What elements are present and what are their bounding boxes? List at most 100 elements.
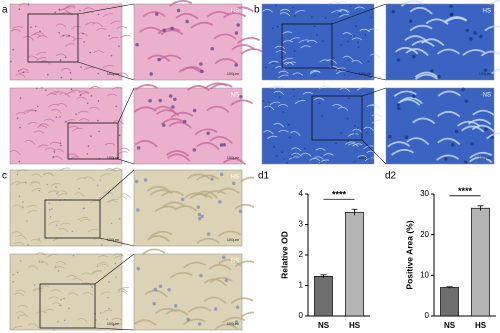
texture xyxy=(26,204,37,209)
nucleus xyxy=(167,288,171,292)
texture xyxy=(23,35,34,41)
nucleus xyxy=(348,97,350,100)
nucleus xyxy=(38,189,41,192)
nucleus xyxy=(12,48,15,51)
nucleus xyxy=(324,17,327,19)
texture xyxy=(278,70,289,74)
nucleus xyxy=(396,58,401,62)
scale-label: 100μm xyxy=(107,155,120,160)
texture xyxy=(169,0,193,7)
nucleus xyxy=(272,62,274,65)
nucleus xyxy=(483,68,488,73)
texture xyxy=(104,142,116,146)
texture xyxy=(351,37,363,41)
texture xyxy=(196,174,220,181)
texture xyxy=(13,292,25,296)
texture xyxy=(395,46,419,55)
nucleus xyxy=(340,131,343,134)
nucleus xyxy=(206,131,210,135)
texture xyxy=(327,1,339,5)
texture xyxy=(100,291,111,295)
scale-label: 100μm xyxy=(479,155,492,160)
nucleus xyxy=(450,143,455,147)
texture xyxy=(134,140,158,148)
nucleus xyxy=(176,8,181,13)
nucleus xyxy=(170,26,174,31)
texture xyxy=(11,326,23,330)
texture xyxy=(203,296,227,305)
nucleus xyxy=(333,57,335,59)
nucleus xyxy=(470,142,474,146)
nucleus xyxy=(397,106,401,111)
nucleus xyxy=(409,19,413,23)
nucleus xyxy=(162,123,166,127)
nucleus xyxy=(350,35,353,37)
texture xyxy=(471,124,495,133)
nucleus xyxy=(465,28,469,33)
texture xyxy=(28,323,39,329)
texture xyxy=(77,110,89,114)
texture xyxy=(342,55,354,61)
texture xyxy=(237,37,261,44)
nucleus xyxy=(99,196,102,199)
texture xyxy=(84,176,95,182)
nucleus xyxy=(234,63,238,67)
texture xyxy=(65,5,76,9)
texture xyxy=(55,53,67,57)
texture xyxy=(240,48,264,55)
texture xyxy=(331,10,342,14)
nucleus xyxy=(34,110,37,112)
texture xyxy=(43,118,55,123)
texture xyxy=(87,228,99,233)
texture xyxy=(206,105,230,113)
nucleus xyxy=(68,307,70,310)
zoom-line xyxy=(361,139,387,165)
texture xyxy=(326,59,337,64)
nucleus xyxy=(17,70,20,72)
texture xyxy=(165,309,189,316)
texture xyxy=(146,235,171,243)
texture xyxy=(292,72,304,76)
nucleus xyxy=(82,32,84,35)
texture xyxy=(406,137,430,146)
nucleus xyxy=(430,69,434,73)
texture xyxy=(425,18,449,25)
nucleus xyxy=(86,102,89,105)
texture xyxy=(437,90,461,97)
nucleus xyxy=(90,95,93,97)
nucleus xyxy=(108,307,110,310)
nucleus xyxy=(118,218,121,220)
nucleus xyxy=(118,134,121,137)
texture xyxy=(370,53,381,59)
nucleus xyxy=(39,30,41,33)
nucleus xyxy=(173,97,177,102)
y-tick-label: 2 xyxy=(299,250,304,259)
nucleus xyxy=(100,244,103,246)
panel-label: b xyxy=(254,5,260,16)
nucleus xyxy=(70,78,72,81)
texture xyxy=(275,50,287,54)
texture xyxy=(278,129,289,133)
texture xyxy=(298,39,309,44)
nucleus xyxy=(264,66,267,69)
texture xyxy=(36,51,47,56)
y-tick-label: 10 xyxy=(420,270,429,279)
texture xyxy=(414,73,439,80)
texture xyxy=(400,0,424,7)
nucleus xyxy=(197,322,202,326)
nucleus xyxy=(68,35,70,37)
texture xyxy=(183,261,207,269)
nucleus xyxy=(75,113,77,116)
texture xyxy=(59,222,71,226)
nucleus xyxy=(27,244,29,246)
texture xyxy=(351,59,363,65)
nucleus xyxy=(311,16,313,18)
zoom-line xyxy=(99,237,135,247)
frame xyxy=(133,253,243,331)
nucleus xyxy=(36,105,39,108)
image-tag: NS xyxy=(231,93,239,99)
texture xyxy=(209,276,233,284)
nucleus xyxy=(79,94,82,96)
texture xyxy=(31,188,42,192)
nucleus xyxy=(22,201,24,203)
